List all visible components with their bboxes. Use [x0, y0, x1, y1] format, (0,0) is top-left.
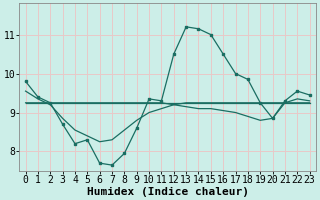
- X-axis label: Humidex (Indice chaleur): Humidex (Indice chaleur): [87, 186, 249, 197]
